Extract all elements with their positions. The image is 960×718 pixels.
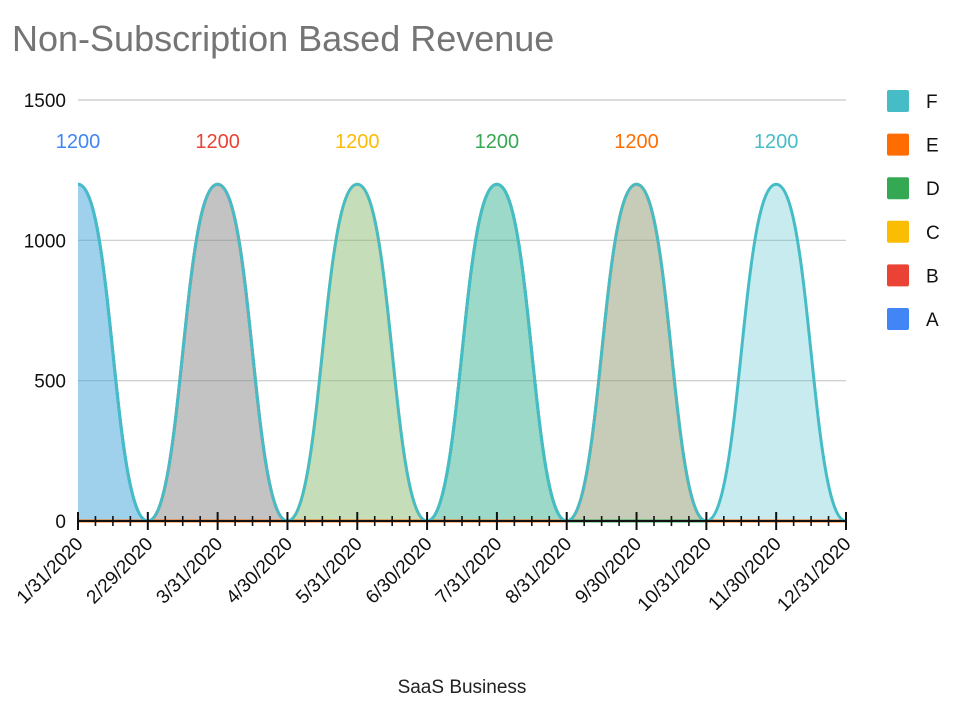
label-layer: 1200 1200 1200 1200 1200 1200 <box>56 131 799 153</box>
y-tick-label: 1000 <box>24 231 66 252</box>
x-tick-label: 1/31/2020 <box>13 534 88 609</box>
legend-item-a: A <box>887 308 939 331</box>
legend-item-d: D <box>887 177 940 200</box>
legend-swatch <box>887 177 909 200</box>
x-tick-label: 6/30/2020 <box>362 534 437 609</box>
y-tick-label: 0 <box>55 512 66 533</box>
data-label-a: 1200 <box>56 131 101 153</box>
series-line-f <box>77 182 847 523</box>
x-tick-label: 11/30/2020 <box>705 534 786 615</box>
grid-layer <box>78 99 846 382</box>
chart-title: Non-Subscription Based Revenue <box>12 18 555 59</box>
x-tick-label: 4/30/2020 <box>222 534 297 609</box>
legend-item-b: B <box>887 264 939 287</box>
legend-label: C <box>926 223 940 244</box>
axis-layer: 0 500 1000 1500 1/31/20202/29/20203/31/20204… <box>13 91 856 616</box>
legend-swatch <box>887 133 909 156</box>
x-tick-label: 2/29/2020 <box>83 534 158 609</box>
data-label-b: 1200 <box>195 131 240 153</box>
legend-label: B <box>926 266 939 287</box>
legend-swatch <box>887 220 909 243</box>
legend-item-f: F <box>887 90 938 113</box>
series-area-f <box>78 184 846 521</box>
y-tick-label: 500 <box>34 372 66 393</box>
x-tick-label: 5/31/2020 <box>292 534 367 609</box>
legend-item-c: C <box>887 220 940 244</box>
series-area-d <box>78 184 846 521</box>
legend-swatch <box>887 308 909 330</box>
data-label-f: 1200 <box>754 131 799 153</box>
legend-label: A <box>926 310 939 331</box>
area-layer <box>78 184 846 521</box>
x-tick-label: 9/30/2020 <box>571 534 646 609</box>
x-axis-title: SaaS Business <box>398 677 527 698</box>
data-label-d: 1200 <box>475 131 520 153</box>
legend-label: D <box>926 179 940 200</box>
x-tick-label: 10/31/2020 <box>634 534 716 616</box>
data-label-e: 1200 <box>614 131 659 153</box>
series-area-b <box>78 184 846 521</box>
legend-swatch <box>887 264 909 287</box>
x-tick-label: 8/31/2020 <box>502 534 577 609</box>
legend-label: E <box>926 136 939 157</box>
legend-swatch <box>887 90 909 112</box>
data-label-c: 1200 <box>335 131 380 153</box>
legend-item-e: E <box>887 133 939 157</box>
y-tick-label: 1500 <box>24 91 66 112</box>
x-tick-label: 12/31/2020 <box>773 534 855 616</box>
x-tick-label: 7/31/2020 <box>432 534 507 609</box>
series-area-e <box>78 184 846 521</box>
legend-layer: F E D C B A <box>887 90 940 331</box>
legend-label: F <box>926 92 938 113</box>
x-tick-label: 3/31/2020 <box>153 534 228 609</box>
